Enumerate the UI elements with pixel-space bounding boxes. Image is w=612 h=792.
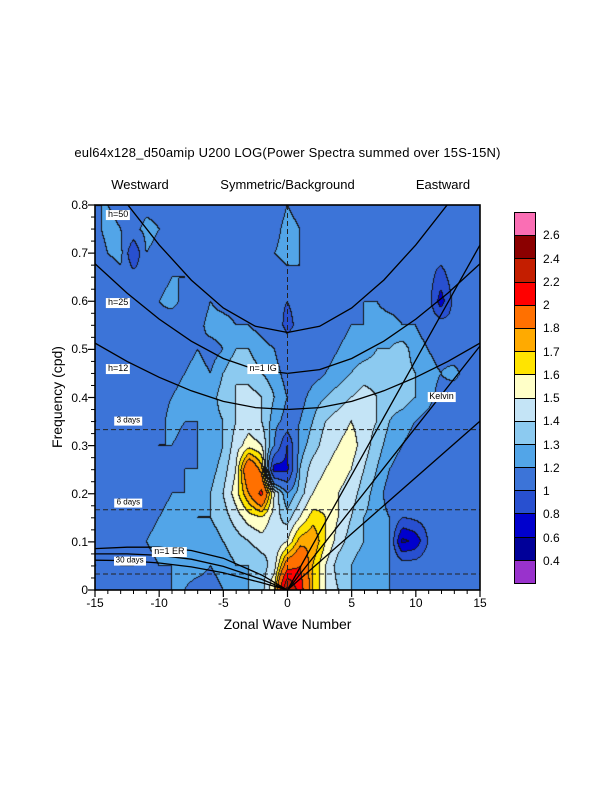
colorbar-boundary-label: 2.2 xyxy=(543,274,560,289)
colorbar-boundary-label: 2 xyxy=(543,298,550,312)
colorbar-boundary-label: 1.2 xyxy=(543,460,560,475)
x-tick-label: 0 xyxy=(284,596,291,610)
y-tick-label: 0.3 xyxy=(71,438,88,453)
colorbar-segment xyxy=(515,467,535,491)
colorbar-segment xyxy=(515,374,535,398)
x-tick-label: 15 xyxy=(473,596,487,610)
annotation-n-1-ER: n=1 ER xyxy=(152,546,187,558)
y-tick-label: 0.8 xyxy=(71,198,88,212)
annotation-h-25: h=25 xyxy=(105,297,131,309)
colorbar-boundary-label: 2.4 xyxy=(543,251,560,266)
x-tick-label: 5 xyxy=(348,596,355,610)
colorbar-segment xyxy=(515,213,535,236)
colorbar-boundary-label: 1.6 xyxy=(543,367,560,382)
colorbar-segment xyxy=(515,559,535,583)
colorbar-segment xyxy=(515,351,535,375)
colorbar-boundary-label: 2.6 xyxy=(543,228,560,243)
colorbar-segment xyxy=(515,420,535,444)
eastward-label: Eastward xyxy=(415,177,471,192)
y-tick-label: 0 xyxy=(81,583,88,597)
colorbar-segment xyxy=(515,258,535,282)
colorbar-boundary-label: 0.8 xyxy=(543,507,560,522)
y-tick-label: 0.1 xyxy=(71,534,88,549)
x-tick-label: -5 xyxy=(217,596,229,610)
spectrum-heatmap xyxy=(95,205,480,590)
colorbar-boundary-label: 1.4 xyxy=(543,414,560,429)
colorbar-segment xyxy=(515,443,535,468)
colorbar-boundary-label: 1 xyxy=(543,484,550,498)
colorbar-segment xyxy=(515,513,535,537)
y-tick-label: 0.5 xyxy=(71,342,88,357)
colorbar-segment xyxy=(515,490,535,514)
colorbar-boundary-label: 1.8 xyxy=(543,321,560,336)
annotation-6-days: 6 days xyxy=(114,497,143,508)
colorbar-boundary-label: 1.7 xyxy=(543,344,560,359)
colorbar-boundary-label: 1.5 xyxy=(543,391,560,405)
colorbar-boundary-label: 0.4 xyxy=(543,553,560,568)
annotation-h-12: h=12 xyxy=(105,362,131,374)
colorbar xyxy=(514,212,536,584)
symmetry-label: Symmetric/Background xyxy=(220,177,355,192)
colorbar-segment xyxy=(515,327,535,352)
x-tick-label: -15 xyxy=(86,596,104,610)
plot-title: eul64x128_d50amip U200 LOG(Power Spectra… xyxy=(74,145,501,160)
x-axis-label: Zonal Wave Number xyxy=(223,616,352,632)
colorbar-boundary-label: 1.3 xyxy=(543,437,560,452)
colorbar-boundary-label: 0.6 xyxy=(543,530,560,545)
x-tick-label: 10 xyxy=(409,596,423,610)
annotation-3-days: 3 days xyxy=(114,415,143,426)
colorbar-segment xyxy=(515,304,535,328)
colorbar-segment xyxy=(515,235,535,259)
annotation-30-days: 30 days xyxy=(113,555,146,566)
annotation-Kelvin: Kelvin xyxy=(427,391,456,402)
colorbar-segment xyxy=(515,281,535,305)
x-tick-label: -10 xyxy=(150,596,168,610)
y-tick-label: 0.4 xyxy=(71,390,88,405)
colorbar-segment xyxy=(515,397,535,421)
y-tick-label: 0.6 xyxy=(71,294,88,309)
y-tick-label: 0.7 xyxy=(71,246,88,261)
y-tick-label: 0.2 xyxy=(71,486,88,501)
colorbar-segment xyxy=(515,536,535,560)
annotation-n-1-IG: n=1 IG xyxy=(247,363,279,375)
westward-label: Westward xyxy=(111,177,169,192)
annotation-h-50: h=50 xyxy=(105,209,131,221)
